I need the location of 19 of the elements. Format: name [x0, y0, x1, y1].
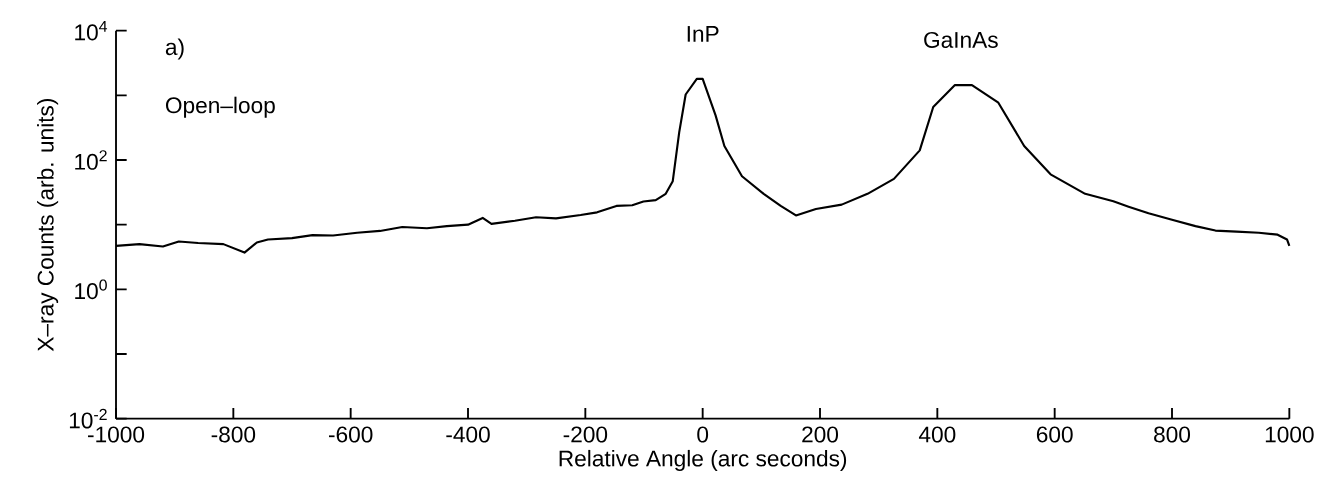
annotation: GaInAs — [924, 32, 998, 49]
annotation: a) — [165, 38, 184, 60]
x-tick-label: 800 — [1154, 426, 1191, 443]
annotation: Open–loop — [165, 96, 275, 118]
annotation: InP — [687, 26, 719, 42]
x-tick-label: -200 — [563, 426, 608, 443]
x-axis-title: Relative Angle (arc seconds) — [559, 450, 847, 472]
x-tick-label: 1000 — [1265, 426, 1314, 443]
x-tick-label: -600 — [328, 426, 373, 443]
y-tick-label: 10$^{4}$ — [75, 21, 108, 41]
x-tick-label: 0 — [697, 426, 709, 443]
x-tick-label: -400 — [446, 426, 490, 443]
x-tick-label: 400 — [918, 426, 956, 443]
y-tick-label: 10$^{0}$ — [75, 279, 107, 300]
x-tick-label: 600 — [1036, 426, 1073, 443]
x-tick-label: 200 — [802, 426, 839, 443]
y-tick-label: 10$^{2}$ — [75, 150, 107, 171]
y-axis-title: X–ray Counts (arb. units) — [37, 99, 59, 352]
x-tick-label: -800 — [211, 426, 256, 443]
